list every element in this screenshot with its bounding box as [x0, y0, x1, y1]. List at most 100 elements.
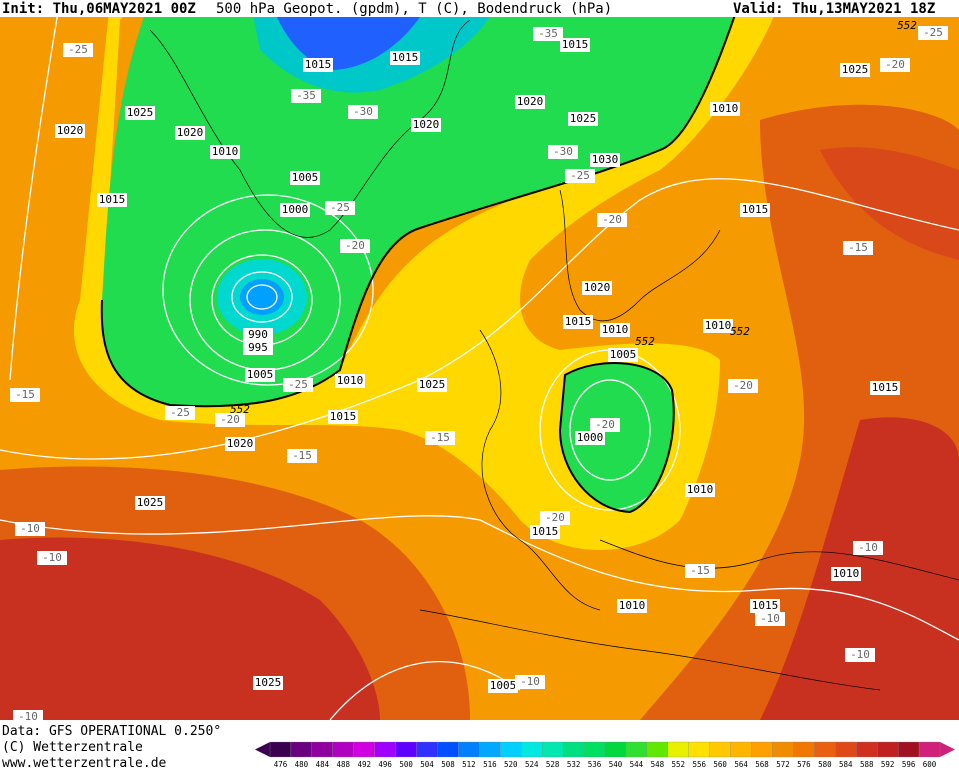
temperature-label: -35	[296, 89, 316, 102]
pressure-label: 1010	[687, 483, 714, 496]
colorbar-label: 572	[776, 760, 790, 769]
colorbar-label: 520	[504, 760, 518, 769]
label-box	[560, 38, 590, 52]
valid-time: Valid: Thu,13MAY2021 18Z	[733, 1, 935, 17]
label-box	[540, 511, 570, 525]
pressure-label: 1005	[247, 368, 274, 381]
label-box	[245, 368, 275, 382]
colorbar-label: 476	[274, 760, 288, 769]
label-box	[600, 323, 630, 337]
colorbar-swatch	[542, 741, 564, 758]
colorbar-swatch	[918, 741, 941, 758]
label-box	[843, 241, 873, 255]
label-box	[845, 648, 875, 662]
colorbar-label: 548	[651, 760, 665, 769]
label-box	[215, 413, 245, 427]
label-box	[97, 193, 127, 207]
geopotential-label: 552	[730, 325, 750, 338]
pressure-label: 1025	[419, 378, 446, 391]
pressure-label: 1020	[584, 281, 611, 294]
pressure-label: 1025	[137, 496, 164, 509]
pressure-label: 1010	[337, 374, 364, 387]
label-box	[280, 203, 310, 217]
pressure-label: 1015	[305, 58, 332, 71]
cold-area	[560, 363, 674, 512]
colorbar-swatch	[290, 741, 313, 758]
pressure-label: 1005	[610, 348, 637, 361]
temperature-label: -20	[345, 239, 365, 252]
coldest-area	[270, 0, 430, 70]
temperature-label: -20	[545, 511, 565, 524]
pressure-label: 1020	[227, 437, 254, 450]
colorbar-swatch	[332, 741, 354, 758]
temperature-label: -25	[170, 406, 190, 419]
temperature-label: -25	[68, 43, 88, 56]
map	[0, 0, 959, 721]
temperature-label: -30	[553, 145, 573, 158]
temperature-label: -15	[15, 388, 35, 401]
colorbar-label: 484	[316, 760, 330, 769]
temperature-label: -10	[850, 648, 870, 661]
pressure-label: 1010	[602, 323, 629, 336]
label-box	[411, 118, 441, 132]
label-box	[225, 437, 255, 451]
temperature-label: -15	[292, 449, 312, 462]
colorbar-label: 528	[546, 760, 560, 769]
temperature-label: -15	[430, 431, 450, 444]
pressure-label: 1010	[212, 145, 239, 158]
label-box	[63, 43, 93, 57]
pressure-label: 1015	[532, 525, 559, 538]
colorbar-label: 540	[609, 760, 623, 769]
temperature-label: -10	[520, 675, 540, 688]
label-box	[287, 449, 317, 463]
colorbar-swatch	[730, 741, 752, 758]
temperature-label: -10	[760, 612, 780, 625]
label-box	[590, 153, 620, 167]
label-box	[243, 341, 273, 355]
label-box	[563, 315, 593, 329]
colorbar-swatch	[521, 741, 543, 758]
colorbar-swatch	[667, 741, 689, 758]
colorbar-swatch	[604, 741, 627, 758]
colorbar-start	[255, 742, 270, 757]
temperature-label: -20	[595, 418, 615, 431]
pressure-label: 1015	[742, 203, 769, 216]
label-box	[685, 564, 715, 578]
label-box	[685, 483, 715, 497]
colorbar-label: 488	[337, 760, 351, 769]
colorbar-label: 500	[399, 760, 413, 769]
colorbar-label: 492	[357, 760, 371, 769]
label-box	[290, 171, 320, 185]
colorbar-swatch	[311, 741, 333, 758]
label-box	[488, 679, 518, 693]
colorbar-label: 508	[441, 760, 455, 769]
colorbar-end	[940, 742, 955, 757]
hot-area	[0, 537, 380, 720]
colorbar-swatch	[688, 741, 710, 758]
map-title: 500 hPa Geopot. (gpdm), T (C), Bodendruc…	[216, 1, 612, 17]
data-source: Data: GFS OPERATIONAL 0.250°	[2, 724, 221, 739]
isobars	[0, 0, 959, 721]
label-box	[13, 710, 43, 724]
colorbar-swatch	[751, 741, 773, 758]
label-box	[755, 612, 785, 626]
pressure-label: 1020	[177, 126, 204, 139]
label-box	[617, 599, 647, 613]
label-box	[880, 58, 910, 72]
label-box	[291, 89, 321, 103]
colorbar-swatch	[458, 741, 480, 758]
label-box	[740, 203, 770, 217]
colorbar-label: 580	[818, 760, 832, 769]
colorbar-swatch	[479, 741, 501, 758]
label-box	[135, 496, 165, 510]
temperature-label: -20	[885, 58, 905, 71]
label-box	[243, 328, 273, 342]
pressure-label: 1010	[833, 567, 860, 580]
colorbar-label: 584	[839, 760, 853, 769]
label-box	[831, 567, 861, 581]
label-box	[390, 51, 420, 65]
pressure-label: 1020	[517, 95, 544, 108]
colorbar-label: 588	[860, 760, 874, 769]
label-box	[515, 675, 545, 689]
